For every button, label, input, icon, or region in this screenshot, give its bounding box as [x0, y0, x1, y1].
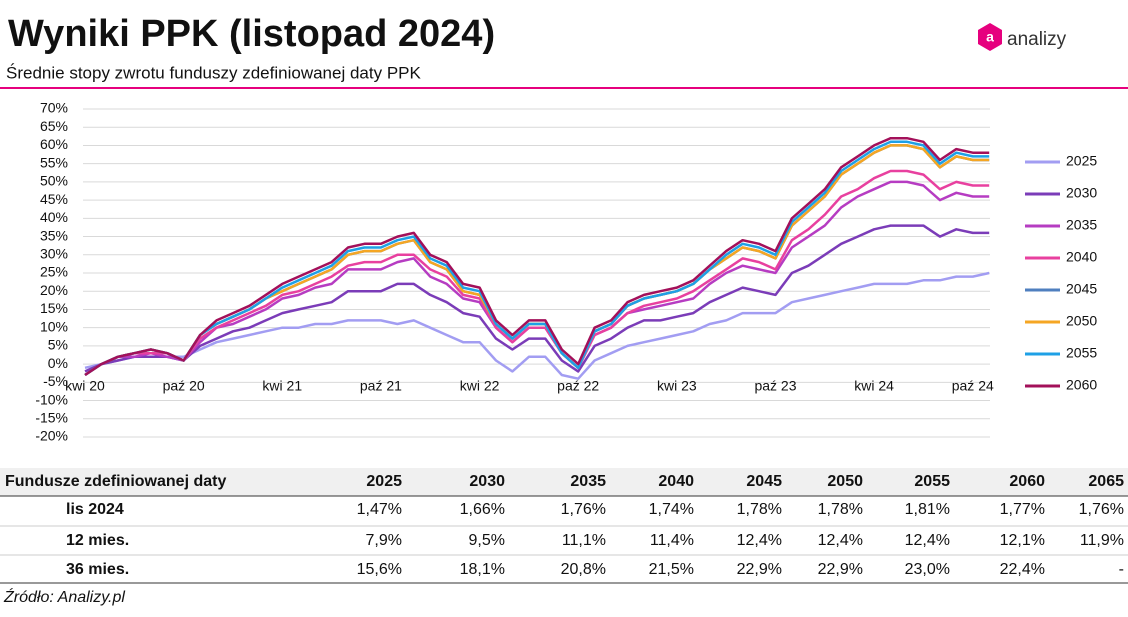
- legend-label: 2045: [1066, 281, 1097, 297]
- table-cell: 9,5%: [469, 532, 505, 549]
- table-cell: 1,81%: [905, 501, 950, 518]
- table-cell: 22,4%: [1000, 561, 1045, 578]
- y-tick-label: -10%: [35, 391, 68, 407]
- y-tick-label: 10%: [40, 318, 68, 334]
- series-line: [84, 140, 990, 377]
- x-tick-label: kwi 22: [460, 378, 500, 394]
- legend-label: 2040: [1066, 249, 1097, 265]
- table-cell: 1,76%: [1079, 501, 1124, 518]
- table-cell: 11,4%: [650, 532, 694, 549]
- x-tick-label: kwi 23: [657, 378, 697, 394]
- series-line: [84, 224, 990, 373]
- table-cell: -: [1119, 561, 1124, 578]
- y-tick-label: -15%: [35, 409, 68, 425]
- y-tick-label: 25%: [40, 264, 68, 280]
- series-line: [84, 271, 990, 380]
- table-cell: 23,0%: [905, 561, 950, 578]
- chart-subtitle: Średnie stopy zwrotu funduszy zdefiniowa…: [6, 63, 422, 82]
- x-tick-label: paź 23: [754, 378, 796, 394]
- chart-title: Wyniki PPK (listopad 2024): [8, 13, 495, 55]
- y-tick-label: 60%: [40, 136, 68, 152]
- table-header-cell: 2050: [827, 473, 863, 490]
- logo-icon: [978, 23, 1002, 51]
- table: Fundusze zdefiniowanej daty 2025 2030 2035 2…: [0, 468, 1128, 584]
- y-tick-label: 0%: [48, 355, 68, 371]
- table-header-cell: 2030: [469, 473, 505, 490]
- x-tick-label: kwi 20: [65, 378, 105, 394]
- table-cell: 12,4%: [905, 532, 950, 549]
- table-cell: 12,1%: [1000, 532, 1045, 549]
- table-cell: 7,9%: [366, 532, 402, 549]
- table-cell: 1,78%: [737, 501, 782, 518]
- y-tick-label: -5%: [43, 373, 68, 389]
- y-tick-label: 15%: [40, 300, 68, 316]
- y-tick-label: 65%: [40, 118, 68, 134]
- legend-label: 2025: [1066, 153, 1097, 169]
- table-cell: 11,1%: [562, 532, 606, 549]
- y-tick-label: 45%: [40, 191, 68, 207]
- table-header-cell: 2045: [746, 473, 782, 490]
- series-line: [84, 136, 990, 377]
- table-row-label: lis 2024: [66, 501, 124, 518]
- table-header-cell: 2055: [914, 473, 950, 490]
- logo: a analizy: [978, 23, 1067, 51]
- x-tick-label: paź 22: [557, 378, 599, 394]
- table-cell: 21,5%: [649, 561, 694, 578]
- table-header-bg: [0, 468, 1128, 496]
- table-cell: 1,76%: [561, 501, 606, 518]
- x-tick-label: kwi 24: [854, 378, 894, 394]
- table-cell: 1,74%: [649, 501, 694, 518]
- legend-label: 2050: [1066, 313, 1097, 329]
- table-cell: 15,6%: [357, 561, 402, 578]
- y-tick-label: 35%: [40, 227, 68, 243]
- legend-label: 2060: [1066, 377, 1097, 393]
- logo-letter: a: [986, 29, 994, 45]
- table-header-cell: 2040: [658, 473, 694, 490]
- legend-label: 2030: [1066, 185, 1097, 201]
- table-header-cell: 2025: [366, 473, 402, 490]
- y-tick-label: 50%: [40, 173, 68, 189]
- table-cell: 1,66%: [460, 501, 505, 518]
- table-header-cell: 2035: [570, 473, 606, 490]
- source: Źródło: Analizy.pl: [3, 587, 125, 606]
- logo-text: analizy: [1007, 29, 1067, 50]
- table-header-cell: Fundusze zdefiniowanej daty: [5, 473, 226, 490]
- x-tick-label: paź 21: [360, 378, 402, 394]
- table-cell: 20,8%: [561, 561, 606, 578]
- table-cell: 1,77%: [1000, 501, 1045, 518]
- y-tick-label: -20%: [35, 428, 68, 444]
- table-cell: 22,9%: [737, 561, 782, 578]
- legend-label: 2035: [1066, 217, 1097, 233]
- table-cell: 12,4%: [737, 532, 782, 549]
- table-cell: 11,9%: [1080, 532, 1124, 549]
- table-cell: 1,78%: [818, 501, 863, 518]
- table-cell: 1,47%: [357, 501, 402, 518]
- table-cell: 12,4%: [818, 532, 863, 549]
- x-tick-label: kwi 21: [262, 378, 302, 394]
- table-header-cell: 2065: [1088, 473, 1124, 490]
- y-tick-label: 55%: [40, 154, 68, 170]
- x-tick-label: paź 24: [952, 378, 994, 394]
- y-tick-label: 20%: [40, 282, 68, 298]
- table-row-label: 36 mies.: [66, 561, 129, 578]
- y-tick-label: 40%: [40, 209, 68, 225]
- y-tick-label: 70%: [40, 100, 68, 116]
- x-tick-label: paź 20: [163, 378, 205, 394]
- table-header-cell: 2060: [1009, 473, 1045, 490]
- series-line: [84, 169, 990, 377]
- table-cell: 18,1%: [460, 561, 505, 578]
- table-cell: 22,9%: [818, 561, 863, 578]
- legend-label: 2055: [1066, 345, 1097, 361]
- y-tick-label: 30%: [40, 245, 68, 261]
- table-row-label: 12 mies.: [66, 532, 129, 549]
- y-tick-label: 5%: [48, 337, 68, 353]
